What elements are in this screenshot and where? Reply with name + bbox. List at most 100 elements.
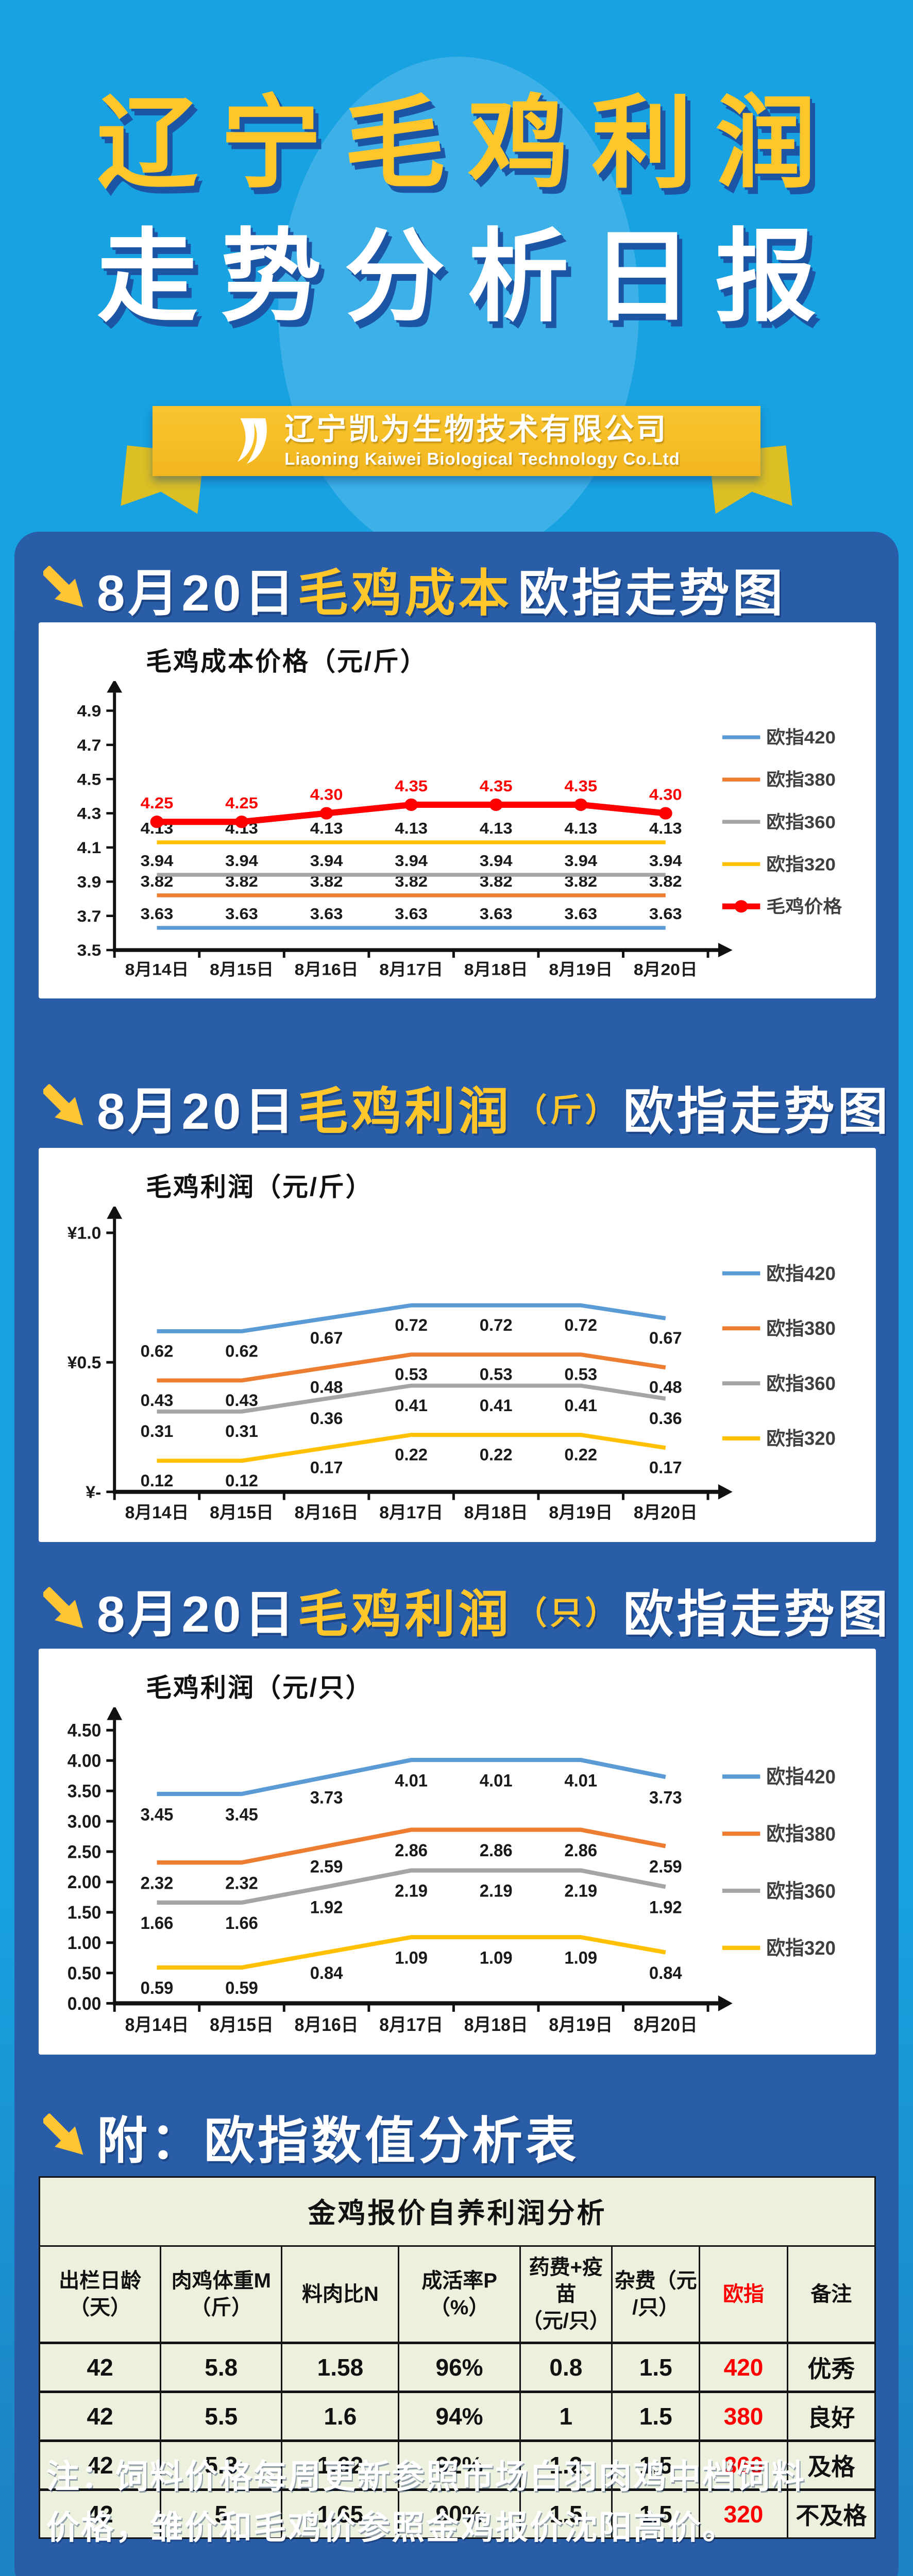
x-axis-arrow: [718, 1995, 733, 2011]
table-cell: 90%: [398, 2488, 521, 2539]
value-label: 3.94: [310, 852, 343, 870]
table-header-cell: 成活率P （%）: [398, 2245, 521, 2344]
value-label: 0.43: [225, 1391, 258, 1410]
value-label: 0.41: [564, 1396, 597, 1415]
value-label: 2.59: [310, 1857, 343, 1877]
section-heading-cost: 8月20日 毛鸡成本 欧指走势图: [43, 552, 786, 625]
y-axis-arrow: [107, 1707, 123, 1720]
value-label: 2.59: [649, 1857, 682, 1877]
legend-label: 欧指360: [766, 1373, 836, 1394]
table-cell: 5.8: [160, 2342, 283, 2393]
y-tick-label: 4.50: [67, 1721, 102, 1741]
legend-label: 欧指320: [766, 854, 836, 874]
profit-zhi-chart: 0.00 0.50 1.00 1.50 2.00 2.50 3.00 3.50 4.00 4.50…: [67, 1707, 836, 2035]
value-label: 0.53: [480, 1365, 513, 1384]
y-tick-label: 4.00: [67, 1751, 102, 1771]
value-label: 0.31: [225, 1421, 258, 1440]
legend-label: 欧指380: [766, 1318, 836, 1339]
value-label: 2.19: [395, 1882, 428, 1901]
legend-label: 欧指380: [766, 1823, 836, 1845]
value-label: 2.86: [564, 1841, 597, 1860]
legend-label: 欧指420: [766, 1263, 836, 1284]
table-header-cell: 料肉比N: [281, 2245, 400, 2344]
series-line: [157, 1352, 666, 1383]
background-ellipse: [278, 57, 639, 562]
value-label: 0.84: [310, 1963, 343, 1983]
value-label: 0.36: [649, 1409, 682, 1428]
arrow-down-right-icon: [43, 1084, 83, 1126]
value-label: 0.43: [141, 1391, 174, 1410]
y-tick-label: 0.50: [67, 1963, 102, 1984]
table-cell: 1.5: [611, 2439, 701, 2490]
value-label: 2.86: [395, 1841, 428, 1860]
cost-chart: 3.5 3.7 3.9 4.1 4.3 4.5 4.7 4.9 8月14日 8月15日 8月16日 8…: [77, 681, 842, 979]
value-label: 3.94: [395, 852, 428, 870]
value-label: 1.66: [225, 1914, 258, 1934]
series-marker: [235, 816, 248, 828]
value-label: 3.45: [141, 1805, 174, 1825]
heading-prefix: 8月20日: [97, 1083, 298, 1140]
value-label: 0.72: [480, 1315, 513, 1334]
value-label: 4.01: [480, 1771, 513, 1791]
table-row: 42 5.3 1.62 92% 1.2 1.5 360 及格: [38, 2439, 876, 2490]
heading-suffix: 欧指走势图: [623, 1586, 891, 1642]
table-cell: 及格: [786, 2439, 876, 2490]
table-cell: 优秀: [786, 2342, 876, 2393]
analysis-table: 金鸡报价自养利润分析 出栏日龄 （天） 肉鸡体重M （斤） 料肉比N 成活率P （%）…: [38, 2176, 876, 2539]
value-label: 4.13: [564, 819, 597, 837]
value-label: 4.35: [395, 777, 428, 795]
table-header-cell: 出栏日龄 （天）: [38, 2245, 162, 2344]
heading-suffix: 欧指走势图: [623, 1083, 891, 1140]
value-label: 0.36: [310, 1409, 343, 1428]
series-line: [157, 1433, 666, 1463]
value-label: 0.67: [310, 1328, 343, 1347]
heading-highlight: 毛鸡成本: [297, 565, 512, 621]
y-tick-label: 0.00: [67, 1994, 102, 2014]
value-label: 3.94: [141, 852, 174, 870]
footnote-line2: 价格，雏价和毛鸡价参照金鸡报价沈阳高价。: [46, 2509, 737, 2547]
y-axis-arrow: [107, 681, 123, 693]
table-cell: 320: [699, 2488, 788, 2539]
value-label: 2.32: [225, 1874, 258, 1893]
y-tick-label: 3.50: [67, 1782, 102, 1802]
table-row: 42 5 1.65 90% 1.5 1.5 320 不及格: [38, 2488, 876, 2539]
value-label: 0.84: [649, 1963, 682, 1983]
table-header-cell: 杂费（元 /只）: [611, 2245, 701, 2344]
heading-highlight: 毛鸡利润: [297, 1586, 512, 1642]
value-label: 4.35: [480, 777, 513, 795]
table-cell: 不及格: [786, 2488, 876, 2539]
table-cell: 360: [699, 2439, 788, 2490]
y-tick-label: 1.00: [67, 1933, 102, 1953]
table-cell: 1.5: [611, 2391, 701, 2442]
value-label: 1.92: [310, 1898, 343, 1918]
legend-label: 欧指320: [766, 1428, 836, 1449]
value-label: 0.53: [395, 1365, 428, 1384]
x-tick-label: 8月15日: [210, 960, 274, 979]
table-cell: 良好: [786, 2391, 876, 2442]
value-label: 3.45: [225, 1805, 258, 1825]
value-label: 0.17: [649, 1458, 682, 1477]
value-label: 0.67: [649, 1328, 682, 1347]
y-tick-label: 3.9: [77, 872, 101, 891]
y-tick-label: 3.00: [67, 1812, 102, 1832]
value-label: 2.86: [480, 1841, 513, 1860]
value-label: 0.59: [141, 1979, 174, 1998]
value-label: 4.13: [649, 819, 682, 837]
table-cell: 1.2: [519, 2439, 613, 2490]
table-cell: 1.65: [281, 2488, 400, 2539]
profit-zhi-chart-card: 毛鸡利润（元/只） 0.00 0.50 1.00 1.50 2.00 2.50 3.00 3.…: [39, 1649, 876, 2055]
arrow-down-right-icon: [43, 2113, 83, 2155]
value-label: 0.17: [310, 1458, 343, 1477]
value-label: 0.48: [649, 1378, 682, 1397]
x-tick-label: 8月16日: [295, 1503, 359, 1522]
section-heading-profit-jin: 8月20日 毛鸡利润 （斤） 欧指走势图: [43, 1071, 891, 1144]
footnote: 注：饲料价格每周更新参照市场白羽肉鸡中档饲料 价格，雏价和毛鸡价参照金鸡报价沈阳…: [46, 2451, 873, 2553]
value-label: 0.62: [225, 1341, 258, 1360]
value-label: 3.73: [310, 1788, 343, 1808]
legend-label: 欧指420: [766, 727, 836, 748]
legend-label: 欧指420: [766, 1766, 836, 1788]
series-line: [157, 1827, 666, 1865]
value-label: 3.94: [480, 852, 513, 870]
value-label: 3.63: [395, 905, 428, 923]
value-label: 0.48: [310, 1378, 343, 1397]
